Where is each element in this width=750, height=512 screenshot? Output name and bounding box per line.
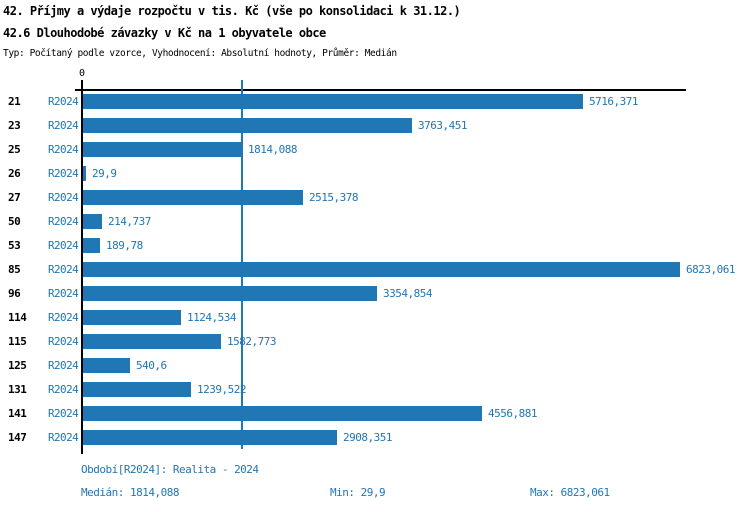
row-series-label: R2024: [48, 239, 79, 252]
row-value-label: 2515,378: [309, 191, 358, 204]
chart-row: 53 R2024 189,78: [0, 238, 750, 253]
row-value-label: 1239,522: [197, 383, 246, 396]
y-axis-line: [81, 80, 83, 454]
row-value-label: 4556,881: [488, 407, 537, 420]
row-series-label: R2024: [48, 335, 79, 348]
chart-row: 21 R2024 5716,371: [0, 94, 750, 109]
row-series-label: R2024: [48, 167, 79, 180]
chart-row: 50 R2024 214,737: [0, 214, 750, 229]
row-bar: [83, 238, 100, 253]
row-series-label: R2024: [48, 191, 79, 204]
row-value-label: 1124,534: [187, 311, 236, 324]
row-value-label: 540,6: [136, 359, 167, 372]
row-category-label: 23: [8, 119, 21, 132]
row-bar: [83, 94, 583, 109]
chart-meta-info: Typ: Počítaný podle vzorce, Vyhodnocení:…: [3, 48, 397, 59]
row-category-label: 25: [8, 143, 21, 156]
row-bar: [83, 382, 191, 397]
row-category-label: 85: [8, 263, 21, 276]
row-category-label: 96: [8, 287, 21, 300]
row-category-label: 125: [8, 359, 27, 372]
row-bar: [83, 142, 242, 157]
row-series-label: R2024: [48, 311, 79, 324]
footer-max-label: Max: 6823,061: [530, 486, 610, 499]
row-category-label: 26: [8, 167, 21, 180]
row-series-label: R2024: [48, 215, 79, 228]
chart-row: 141 R2024 4556,881: [0, 406, 750, 421]
chart-subtitle: 42.6 Dlouhodobé závazky v Kč na 1 obyvat…: [3, 26, 326, 40]
chart-row: 27 R2024 2515,378: [0, 190, 750, 205]
row-category-label: 114: [8, 311, 27, 324]
row-category-label: 21: [8, 95, 21, 108]
chart-row: 115 R2024 1582,773: [0, 334, 750, 349]
row-value-label: 3763,451: [418, 119, 467, 132]
footer-median-label: Medián: 1814,088: [81, 486, 179, 499]
row-bar: [83, 406, 482, 421]
row-series-label: R2024: [48, 383, 79, 396]
chart-row: 96 R2024 3354,854: [0, 286, 750, 301]
row-category-label: 131: [8, 383, 27, 396]
row-series-label: R2024: [48, 95, 79, 108]
chart-row: 131 R2024 1239,522: [0, 382, 750, 397]
row-bar: [83, 358, 130, 373]
row-value-label: 3354,854: [383, 287, 432, 300]
row-value-label: 5716,371: [589, 95, 638, 108]
chart-row: 25 R2024 1814,088: [0, 142, 750, 157]
row-bar: [83, 262, 680, 277]
row-series-label: R2024: [48, 119, 79, 132]
x-axis-line: [75, 89, 686, 91]
row-value-label: 6823,061: [686, 263, 735, 276]
row-series-label: R2024: [48, 431, 79, 444]
row-series-label: R2024: [48, 359, 79, 372]
chart-row: 125 R2024 540,6: [0, 358, 750, 373]
chart-row: 23 R2024 3763,451: [0, 118, 750, 133]
chart-row: 114 R2024 1124,534: [0, 310, 750, 325]
footer-min-label: Min: 29,9: [330, 486, 386, 499]
row-value-label: 1814,088: [248, 143, 297, 156]
chart-row: 147 R2024 2908,351: [0, 430, 750, 445]
row-bar: [83, 286, 377, 301]
row-bar: [83, 310, 181, 325]
row-bar: [83, 334, 221, 349]
row-category-label: 147: [8, 431, 27, 444]
row-value-label: 1582,773: [227, 335, 276, 348]
row-value-label: 2908,351: [343, 431, 392, 444]
row-bar: [83, 430, 337, 445]
row-category-label: 27: [8, 191, 21, 204]
row-category-label: 141: [8, 407, 27, 420]
chart-row: 85 R2024 6823,061: [0, 262, 750, 277]
row-series-label: R2024: [48, 143, 79, 156]
row-bar: [83, 118, 412, 133]
row-value-label: 29,9: [92, 167, 117, 180]
row-series-label: R2024: [48, 287, 79, 300]
row-bar: [83, 166, 86, 181]
row-bar: [83, 214, 102, 229]
footer-period-label: Období[R2024]: Realita - 2024: [81, 463, 259, 476]
bar-chart: 0 21 R2024 5716,371 23 R2024 3763,451 25…: [0, 68, 750, 454]
row-series-label: R2024: [48, 407, 79, 420]
row-series-label: R2024: [48, 263, 79, 276]
x-axis-zero-tick-label: 0: [78, 68, 86, 79]
row-bar: [83, 190, 303, 205]
row-category-label: 50: [8, 215, 21, 228]
chart-row: 26 R2024 29,9: [0, 166, 750, 181]
row-value-label: 189,78: [106, 239, 143, 252]
row-category-label: 115: [8, 335, 27, 348]
page-title: 42. Příjmy a výdaje rozpočtu v tis. Kč (…: [3, 4, 461, 18]
row-category-label: 53: [8, 239, 21, 252]
row-value-label: 214,737: [108, 215, 151, 228]
